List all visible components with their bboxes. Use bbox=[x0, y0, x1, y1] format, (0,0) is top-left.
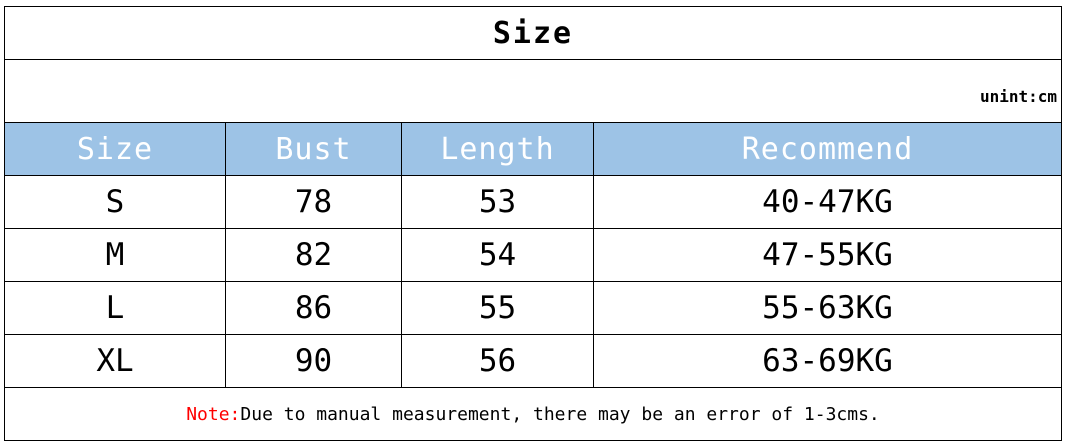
cell-size: L bbox=[4, 281, 226, 335]
cell-size: M bbox=[4, 228, 226, 282]
table-row: S 78 53 40-47KG bbox=[4, 175, 1062, 229]
size-table: Size unint:cm Size Bust Length Recommend… bbox=[4, 6, 1062, 441]
cell-recommend: 47-55KG bbox=[593, 228, 1062, 282]
header-length: Length bbox=[401, 122, 594, 176]
unit-label: unint:cm bbox=[4, 59, 1062, 123]
cell-size: XL bbox=[4, 334, 226, 388]
cell-recommend: 63-69KG bbox=[593, 334, 1062, 388]
note-label: Note: bbox=[186, 403, 241, 425]
table-title: Size bbox=[4, 6, 1062, 60]
cell-bust: 82 bbox=[225, 228, 402, 282]
cell-length: 55 bbox=[401, 281, 594, 335]
table-row: L 86 55 55-63KG bbox=[4, 281, 1062, 335]
header-size: Size bbox=[4, 122, 226, 176]
table-row: M 82 54 47-55KG bbox=[4, 228, 1062, 282]
cell-length: 56 bbox=[401, 334, 594, 388]
size-chart: Size unint:cm Size Bust Length Recommend… bbox=[4, 6, 1062, 441]
cell-size: S bbox=[4, 175, 226, 229]
cell-recommend: 55-63KG bbox=[593, 281, 1062, 335]
cell-bust: 78 bbox=[225, 175, 402, 229]
header-recommend: Recommend bbox=[593, 122, 1062, 176]
cell-bust: 90 bbox=[225, 334, 402, 388]
cell-length: 53 bbox=[401, 175, 594, 229]
table-row: XL 90 56 63-69KG bbox=[4, 334, 1062, 388]
cell-recommend: 40-47KG bbox=[593, 175, 1062, 229]
note-text: Due to manual measurement, there may be … bbox=[240, 403, 880, 425]
note: Note:Due to manual measurement, there ma… bbox=[4, 387, 1062, 441]
cell-bust: 86 bbox=[225, 281, 402, 335]
header-bust: Bust bbox=[225, 122, 402, 176]
cell-length: 54 bbox=[401, 228, 594, 282]
header-row: Size Bust Length Recommend bbox=[4, 122, 1062, 176]
